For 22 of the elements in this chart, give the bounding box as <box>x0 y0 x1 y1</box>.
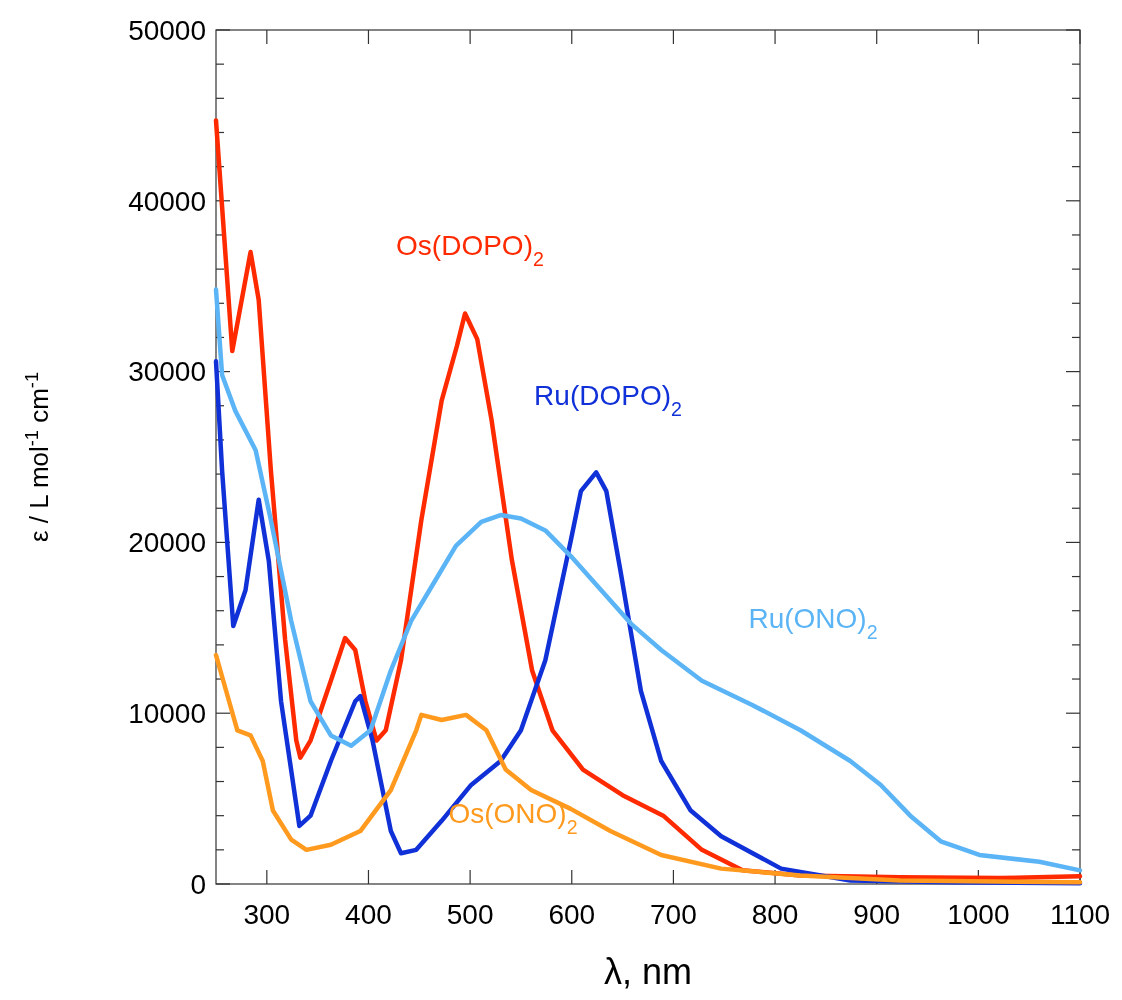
series-label: Os(ONO)$_{2}$ <box>448 798 578 838</box>
y-tick-label: 50000 <box>128 14 206 46</box>
y-tick-label: 30000 <box>128 356 206 388</box>
series-label: Ru(ONO)$_{2}$ <box>748 603 878 643</box>
x-tick-label: 500 <box>446 899 494 930</box>
x-tick-label: 900 <box>853 899 901 930</box>
x-tick-label: 400 <box>345 899 392 930</box>
x-tick-label: 1100 <box>1049 899 1111 930</box>
x-tick-label: 1000 <box>947 899 1010 930</box>
x-tick-label: 700 <box>650 899 697 930</box>
x-tick-label: 800 <box>751 899 799 930</box>
y-tick-label: 40000 <box>128 185 206 217</box>
y-tick-label: 0 <box>190 868 206 900</box>
text: Os(DOPO)$_{2}$ <box>396 230 544 270</box>
x-axis-title: λ, nm <box>603 951 693 992</box>
x-tick-label: 600 <box>548 899 596 930</box>
y-tick-label: 10000 <box>128 698 206 729</box>
line-series <box>213 652 1083 885</box>
y-tick-label: 20000 <box>128 527 206 559</box>
line-series <box>213 118 1083 881</box>
x-tick-label: 300 <box>243 899 291 930</box>
text: Ru(DOPO)$_{2}$ <box>534 380 682 420</box>
